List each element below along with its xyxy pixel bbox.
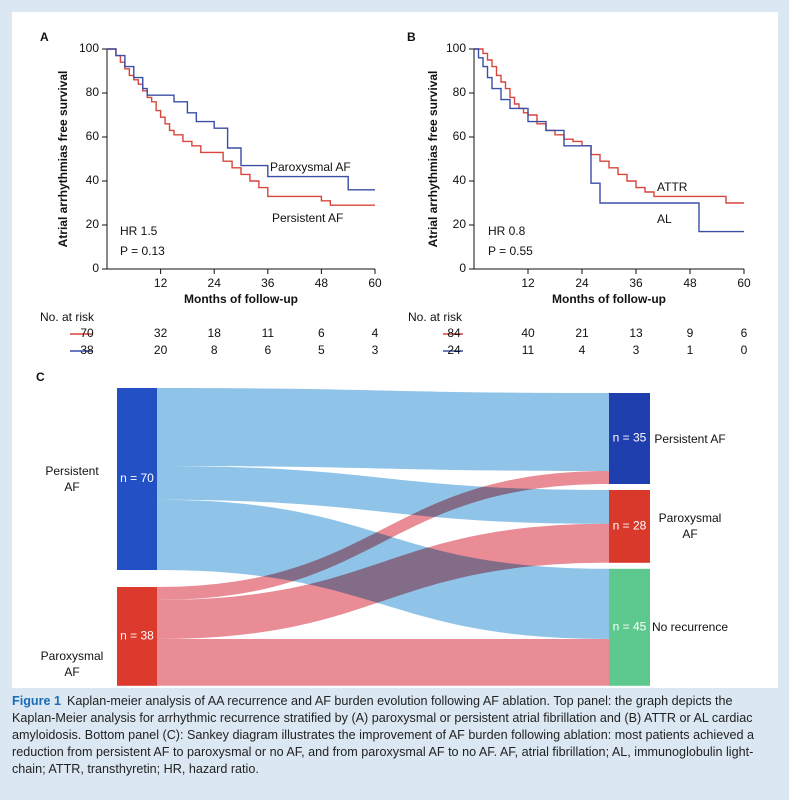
node-value-label: n = 35 [613,431,647,445]
risk-count: 32 [154,326,168,340]
node-value-label: n = 28 [613,519,647,533]
flows [157,388,609,686]
node-value-label: n = 70 [120,471,154,485]
annotation: P = 0.55 [488,244,533,258]
survival-curve [107,48,375,191]
risk-count: 3 [372,343,379,357]
y-tick-label: 80 [86,85,100,99]
y-tick-label: 100 [446,41,466,55]
node-value-label: n = 38 [120,629,154,643]
x-axis-title: Months of follow-up [552,292,666,306]
y-tick-label: 40 [453,173,467,187]
survival-curve [474,48,744,233]
node [117,388,157,570]
x-tick-label: 48 [683,276,697,290]
node-label: Paroxysmal AF [40,649,104,680]
x-tick-label: 60 [368,276,382,290]
risk-count: 11 [262,326,275,340]
node-value-label: n = 45 [613,619,647,633]
risk-count: 40 [521,326,535,340]
panel-label: C [36,370,45,384]
risk-table-title: No. at risk [40,310,95,324]
panel-label: B [407,30,416,44]
node-label: Persistent AF [45,464,99,494]
risk-count: 5 [318,343,325,357]
node [609,568,650,686]
flow [157,466,609,524]
survival-curve [107,48,375,206]
risk-table-title: No. at risk [408,310,463,324]
y-tick-label: 80 [453,85,467,99]
x-tick-label: 48 [315,276,329,290]
risk-count: 8 [211,343,218,357]
risk-count: 9 [687,326,694,340]
risk-count: 38 [80,343,94,357]
x-tick-label: 60 [737,276,751,290]
x-tick-label: 24 [208,276,222,290]
y-tick-label: 0 [459,261,466,275]
risk-count: 24 [447,343,461,357]
flow [157,471,609,600]
risk-count: 6 [318,326,325,340]
node [609,393,650,484]
panel-label: A [40,30,49,44]
node-label: No recurrence [651,620,729,635]
survival-curve [474,48,744,204]
flow [157,639,609,686]
x-tick-label: 12 [521,276,535,290]
y-tick-label: 40 [86,173,100,187]
risk-count: 13 [629,326,643,340]
caption: Figure 1 Kaplan-meier analysis of AA recu… [12,693,769,778]
y-tick-label: 0 [92,261,99,275]
x-axis-title: Months of follow-up [184,292,298,306]
risk-count: 3 [633,343,640,357]
risk-count: 0 [741,343,748,357]
annotation: HR 1.5 [120,224,158,238]
risk-count: 18 [208,326,222,340]
risk-count: 84 [447,326,461,340]
y-axis-title: Atrial arrhythmias free survival [56,71,70,248]
y-tick-label: 60 [86,129,100,143]
x-tick-label: 36 [261,276,275,290]
risk-count: 70 [80,326,94,340]
series-label: AL [657,212,672,226]
node [117,587,157,686]
risk-count: 6 [741,326,748,340]
flow [157,523,609,639]
risk-count: 11 [522,343,535,357]
x-tick-label: 12 [154,276,168,290]
x-tick-label: 36 [629,276,643,290]
risk-count: 4 [579,343,586,357]
risk-count: 1 [687,343,694,357]
annotation: P = 0.13 [120,244,165,258]
risk-count: 4 [372,326,379,340]
node [609,490,650,563]
annotation: HR 0.8 [488,224,526,238]
risk-count: 21 [575,326,589,340]
y-tick-label: 20 [86,217,100,231]
y-tick-label: 60 [453,129,467,143]
node-label: Persistent AF [654,431,726,446]
y-axis-title: Atrial arrhythmias free survival [426,71,440,248]
caption-label: Figure 1 [12,694,61,708]
flow [157,388,609,471]
x-tick-label: 24 [575,276,589,290]
series-label: Persistent AF [272,211,343,225]
y-tick-label: 100 [79,41,99,55]
caption-text: Kaplan-meier analysis of AA recurrence a… [12,694,755,776]
series-label: Paroxysmal AF [270,160,351,174]
risk-count: 6 [264,343,271,357]
node-label: Paroxysmal AF [658,511,722,542]
series-label: ATTR [657,180,688,194]
y-tick-label: 20 [453,217,467,231]
risk-count: 20 [154,343,168,357]
